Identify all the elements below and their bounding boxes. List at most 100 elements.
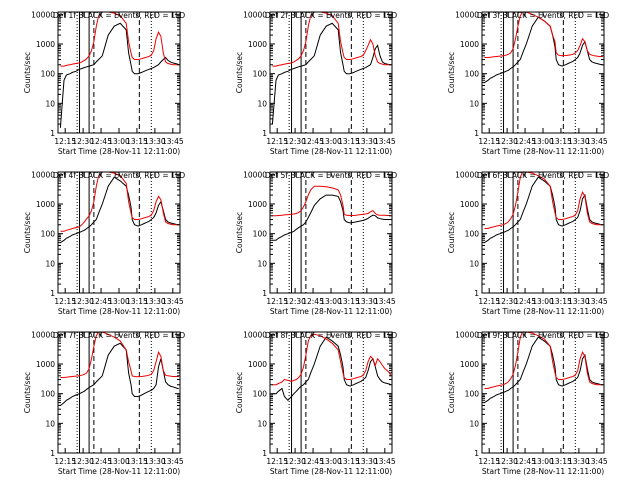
plot-frame (57, 171, 181, 294)
x-axis-label: Start Time (28-Nov-11 12:11:00) (270, 307, 392, 316)
x-axis-label: Start Time (28-Nov-11 12:11:00) (58, 307, 180, 316)
y-tick-label: 1000 (36, 40, 55, 49)
x-tick-label: 13:00 (108, 457, 130, 466)
y-tick-label: 100 (465, 230, 480, 239)
x-axis-label: Start Time (28-Nov-11 12:11:00) (482, 307, 604, 316)
plot-frame (481, 331, 605, 454)
y-tick-label: 10000 (455, 330, 479, 339)
lld-series-line (272, 11, 391, 67)
events-series-line (484, 336, 603, 404)
x-tick-label: 12:30 (72, 457, 94, 466)
y-tick-label: 1000 (248, 360, 267, 369)
x-tick-label: 12:30 (496, 297, 518, 306)
panel-1: Det 1f BLACK = Events, RED = LLD11010010… (23, 10, 185, 156)
lld-series-line (484, 171, 603, 229)
x-tick-label: 13:45 (162, 137, 184, 146)
x-tick-label: 12:30 (496, 137, 518, 146)
y-tick-label: 10000 (31, 330, 55, 339)
plot-frame (481, 11, 605, 134)
y-axis-label: Counts/sec (447, 212, 456, 253)
y-tick-label: 10 (257, 259, 267, 268)
y-tick-label: 10 (45, 99, 55, 108)
y-tick-label: 1000 (460, 360, 479, 369)
y-tick-label: 1 (50, 129, 55, 138)
y-axis-label: Counts/sec (447, 372, 456, 413)
y-tick-label: 10 (257, 99, 267, 108)
x-tick-label: 12:15 (478, 297, 500, 306)
x-tick-label: 13:30 (568, 297, 590, 306)
plot-frame (57, 331, 181, 454)
x-tick-label: 12:45 (90, 457, 112, 466)
x-tick-label: 13:30 (568, 457, 590, 466)
y-tick-label: 100 (41, 390, 56, 399)
y-tick-label: 10000 (31, 170, 55, 179)
y-tick-label: 1 (474, 129, 479, 138)
x-tick-label: 13:30 (144, 137, 166, 146)
y-tick-label: 10000 (31, 10, 55, 19)
y-tick-label: 100 (253, 390, 268, 399)
panel-9: Det 9f BLACK = Events, RED = LLD11010010… (447, 330, 609, 476)
y-tick-label: 100 (253, 230, 268, 239)
lld-series-line (484, 11, 603, 58)
events-series-line (272, 194, 391, 241)
x-axis-label: Start Time (28-Nov-11 12:11:00) (270, 147, 392, 156)
panel-4: Det 4f BLACK = Events, RED = LLD11010010… (23, 170, 185, 316)
x-tick-label: 13:15 (126, 137, 148, 146)
lld-series-line (272, 185, 391, 217)
y-tick-label: 1000 (36, 200, 55, 209)
x-tick-label: 12:45 (302, 137, 324, 146)
y-tick-label: 10000 (455, 170, 479, 179)
x-tick-label: 13:00 (320, 137, 342, 146)
x-tick-label: 12:15 (54, 137, 76, 146)
x-tick-label: 12:15 (266, 297, 288, 306)
x-tick-label: 12:15 (54, 297, 76, 306)
x-tick-label: 13:45 (586, 297, 608, 306)
x-tick-label: 13:15 (338, 297, 360, 306)
plot-frame (269, 11, 393, 134)
x-axis-label: Start Time (28-Nov-11 12:11:00) (482, 147, 604, 156)
x-tick-label: 13:30 (356, 297, 378, 306)
x-tick-label: 13:15 (338, 137, 360, 146)
y-tick-label: 10000 (243, 330, 267, 339)
x-tick-label: 12:45 (302, 297, 324, 306)
x-tick-label: 12:30 (284, 137, 306, 146)
plot-frame (57, 11, 181, 134)
x-axis-label: Start Time (28-Nov-11 12:11:00) (58, 147, 180, 156)
x-tick-label: 13:30 (144, 297, 166, 306)
y-tick-label: 10000 (455, 10, 479, 19)
x-axis-label: Start Time (28-Nov-11 12:11:00) (482, 467, 604, 476)
lld-series-line (484, 331, 603, 389)
x-tick-label: 12:45 (302, 457, 324, 466)
y-axis-label: Counts/sec (447, 52, 456, 93)
y-tick-label: 100 (41, 230, 56, 239)
y-axis-label: Counts/sec (235, 372, 244, 413)
y-tick-label: 10000 (243, 10, 267, 19)
y-tick-label: 1 (262, 449, 267, 458)
x-tick-label: 12:45 (514, 297, 536, 306)
panel-8: Det 8f BLACK = Events, RED = LLD11010010… (235, 330, 397, 476)
x-tick-label: 12:15 (54, 457, 76, 466)
x-tick-label: 13:15 (550, 457, 572, 466)
panel-2: Det 2f BLACK = Events, RED = LLD11010010… (235, 10, 397, 156)
y-tick-label: 10 (257, 419, 267, 428)
lld-series-line (272, 333, 392, 386)
x-tick-label: 13:00 (532, 457, 554, 466)
x-tick-label: 13:00 (108, 137, 130, 146)
plot-frame (269, 171, 393, 294)
y-tick-label: 10 (469, 99, 479, 108)
x-tick-label: 13:15 (338, 457, 360, 466)
y-tick-label: 10 (45, 419, 55, 428)
panel-3: Det 3f BLACK = Events, RED = LLD11010010… (447, 10, 609, 156)
y-tick-label: 10000 (243, 170, 267, 179)
events-series-line (484, 176, 603, 244)
x-tick-label: 13:15 (550, 137, 572, 146)
x-tick-label: 13:45 (586, 457, 608, 466)
events-series-line (272, 336, 392, 402)
x-tick-label: 12:30 (72, 297, 94, 306)
x-tick-label: 13:15 (126, 457, 148, 466)
x-tick-label: 13:45 (374, 457, 396, 466)
events-series-line (60, 342, 179, 406)
x-tick-label: 13:45 (374, 297, 396, 306)
y-tick-label: 1 (474, 449, 479, 458)
x-tick-label: 13:45 (374, 137, 396, 146)
